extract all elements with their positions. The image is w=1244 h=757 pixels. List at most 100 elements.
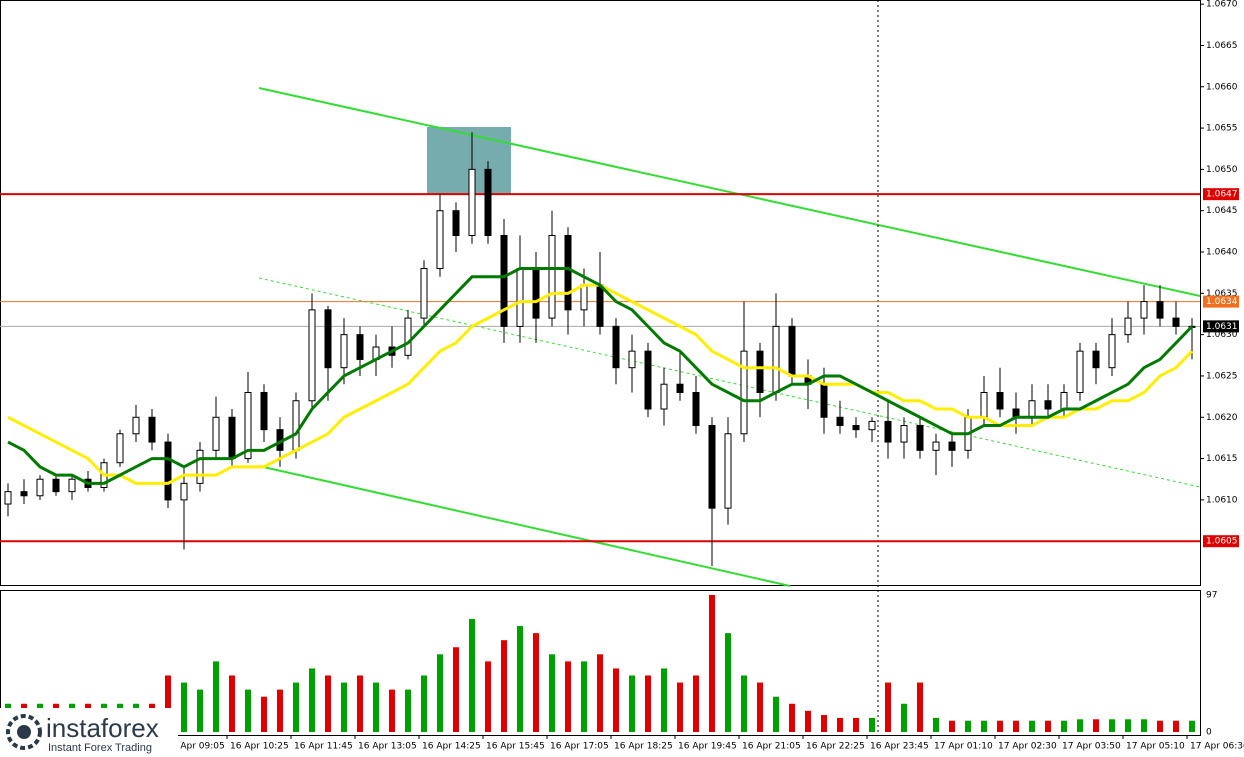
volume-bar	[325, 675, 331, 732]
level-label-bg	[1203, 320, 1239, 333]
volume-tick-label: 0	[1206, 728, 1212, 738]
volume-bar	[917, 682, 923, 732]
y-tick-label: 1.0655	[1206, 124, 1238, 134]
volume-bar	[933, 717, 939, 732]
x-tick-label: 16 Apr 19:45	[678, 742, 737, 752]
candle-body	[4, 491, 12, 505]
candle-body	[1028, 400, 1036, 418]
candle-body	[196, 449, 204, 484]
candle-body	[340, 334, 348, 369]
volume-bar	[309, 668, 315, 732]
candle-body	[692, 391, 700, 427]
candle-body	[852, 425, 860, 431]
volume-bar	[1093, 719, 1099, 732]
candle-body	[660, 383, 668, 410]
volume-bar	[293, 682, 299, 732]
volume-bar	[997, 720, 1003, 732]
candle-body	[612, 325, 620, 369]
volume-bar	[565, 661, 571, 732]
volume-bar	[1029, 720, 1035, 732]
x-tick-label: 17 Apr 06:30	[1190, 742, 1244, 752]
candle-body	[1140, 301, 1148, 319]
x-tick-label: 16 Apr 13:05	[358, 742, 417, 752]
volume-bar	[805, 710, 811, 732]
candle-body	[628, 350, 636, 369]
logo: instaforex Instant Forex Trading	[0, 708, 178, 756]
candle-body	[868, 420, 876, 431]
candle-body	[228, 416, 236, 460]
candle-body	[420, 268, 428, 319]
candle-body	[452, 210, 460, 236]
volume-bar	[357, 675, 363, 732]
candle-body	[724, 433, 732, 509]
logo-icon	[6, 714, 42, 750]
candle-body	[820, 383, 828, 418]
level-label-bg	[1203, 535, 1239, 548]
candle-body	[516, 268, 524, 327]
volume-bar	[229, 675, 235, 732]
candle-body	[788, 325, 796, 377]
x-tick-label: 17 Apr 05:10	[1126, 742, 1185, 752]
candle-body	[436, 210, 444, 270]
y-tick-label: 1.0670	[1206, 0, 1238, 10]
x-tick-label: 16 Apr 17:05	[550, 742, 609, 752]
candle-body	[676, 383, 684, 393]
level-label-bg	[1203, 188, 1239, 201]
volume-bar	[389, 689, 395, 732]
candle-body	[1172, 317, 1180, 327]
volume-bar	[661, 668, 667, 732]
volume-bar	[965, 720, 971, 732]
candle-body	[484, 168, 492, 236]
x-tick-label: 16 Apr 21:05	[742, 742, 801, 752]
volume-bar	[1141, 719, 1147, 732]
logo-tagline: Instant Forex Trading	[48, 742, 152, 754]
channel-bottom	[258, 465, 791, 587]
y-tick-label: 1.0645	[1206, 206, 1238, 216]
candle-body	[212, 416, 220, 451]
volume-bar	[677, 682, 683, 732]
volume-bar	[1013, 720, 1019, 732]
candle-body	[548, 234, 556, 319]
volume-bar	[629, 675, 635, 732]
volume-bar	[1077, 719, 1083, 732]
volume-bar	[245, 689, 251, 732]
x-tick-label: 16 Apr 10:25	[230, 742, 289, 752]
candle-body	[884, 420, 892, 443]
volume-bar	[981, 720, 987, 732]
candle-body	[244, 391, 252, 460]
level-label: 1.0647	[1206, 190, 1238, 200]
volume-bar	[181, 682, 187, 732]
candle-body	[260, 391, 268, 431]
volume-bar	[789, 703, 795, 732]
y-tick-label: 1.0630	[1206, 330, 1238, 340]
candle-body	[180, 482, 188, 501]
candle-body	[116, 433, 124, 464]
candle-body	[900, 425, 908, 443]
x-tick-label: 16 Apr 18:25	[614, 742, 673, 752]
volume-bar	[1061, 720, 1067, 732]
volume-bar	[277, 689, 283, 732]
volume-bar	[1189, 720, 1195, 732]
candle-body	[532, 268, 540, 319]
logo-icon-core	[17, 725, 31, 739]
volume-bar	[501, 640, 507, 732]
level-label: 1.0605	[1206, 537, 1238, 547]
x-tick-label: 16 Apr 11:45	[294, 742, 353, 752]
volume-bar	[757, 682, 763, 732]
candle-body	[68, 478, 76, 493]
volume-bar	[645, 675, 651, 732]
x-tick-label: 17 Apr 01:10	[934, 742, 993, 752]
volume-pane	[0, 590, 1201, 736]
candle-body	[1124, 317, 1132, 336]
candle-body	[564, 234, 572, 311]
candle-body	[468, 168, 476, 236]
volume-bar	[165, 675, 171, 732]
volume-bar	[901, 703, 907, 732]
volume-bar	[437, 654, 443, 732]
candle-body	[740, 350, 748, 435]
x-tick-label: 16 Apr 15:45	[486, 742, 545, 752]
y-tick-label: 1.0665	[1206, 41, 1238, 51]
candle-body	[932, 441, 940, 451]
